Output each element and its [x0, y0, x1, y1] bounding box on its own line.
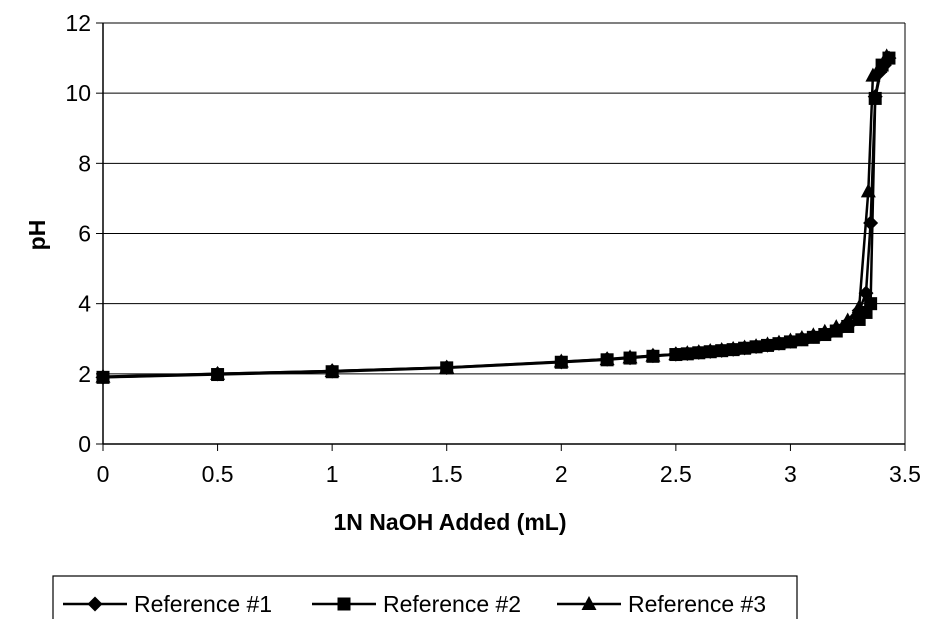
triangle-marker: [771, 334, 787, 349]
x-tick-label: 0: [97, 461, 110, 487]
triangle-marker: [622, 349, 638, 364]
y-tick-label: 6: [78, 221, 91, 247]
y-tick-label: 4: [78, 291, 91, 317]
triangle-marker: [553, 353, 569, 368]
legend-item-3: Reference #3: [557, 591, 766, 617]
x-tick-label: 3.5: [889, 461, 921, 487]
legend-item-2: Reference #2: [312, 591, 521, 617]
triangle-marker: [599, 351, 615, 366]
legend-item-1: Reference #1: [63, 591, 272, 617]
triangle-marker: [817, 323, 833, 338]
y-tick-label: 2: [78, 361, 91, 387]
series-line-3: [102, 55, 888, 378]
triangle-marker: [210, 365, 226, 380]
series-2: [96, 51, 896, 384]
triangle-marker: [95, 368, 111, 383]
x-tick-label: 2.5: [660, 461, 692, 487]
triangle-marker: [805, 327, 821, 342]
legend-box: [52, 575, 798, 619]
x-tick-label: 2: [555, 461, 568, 487]
triangle-marker: [879, 48, 895, 63]
triangle-marker: [782, 332, 798, 347]
legend-label: Reference #2: [383, 591, 521, 617]
legend-label: Reference #1: [134, 591, 272, 617]
triangle-marker: [645, 347, 661, 362]
x-tick-label: 0.5: [202, 461, 234, 487]
x-tick-label: 3: [784, 461, 797, 487]
y-tick-label: 10: [65, 80, 91, 106]
x-tick-label: 1.5: [431, 461, 463, 487]
triangle-marker: [737, 339, 753, 354]
x-tick-labels: 0 0.5 1 1.5 2 2.5 3 3.5: [97, 461, 921, 487]
x-axis-title: 1N NaOH Added (mL): [334, 509, 567, 535]
triangle-marker: [794, 330, 810, 345]
legend: Reference #1 Reference #2 Reference #3: [52, 575, 798, 619]
x-tick-label: 1: [326, 461, 339, 487]
triangle-marker: [324, 363, 340, 378]
triangle-marker: [439, 359, 455, 374]
triangle-marker: [840, 312, 856, 327]
triangle-marker: [691, 344, 707, 359]
y-tick-label: 12: [65, 10, 91, 36]
series-group: [95, 48, 897, 385]
gridlines: [103, 22, 905, 375]
legend-diamond-icon: [87, 596, 103, 612]
triangle-marker: [872, 58, 888, 73]
square-marker: [864, 297, 878, 311]
triangle-marker: [865, 67, 881, 82]
series-line-2: [102, 57, 890, 379]
triangle-marker: [851, 299, 867, 314]
legend-square-icon: [337, 597, 351, 611]
series-line-1: [102, 57, 891, 379]
y-tick-label: 0: [78, 431, 91, 457]
y-tick-labels: 0 2 4 6 8 10 12: [65, 10, 91, 457]
series-1: [95, 50, 897, 385]
triangle-marker: [760, 336, 776, 351]
series-3: [95, 48, 895, 383]
triangle-marker: [828, 319, 844, 334]
triangle-marker: [668, 346, 684, 361]
triangle-marker: [702, 343, 718, 358]
y-axis-title: pH: [24, 220, 50, 251]
triangle-marker: [725, 340, 741, 355]
axes: [96, 22, 906, 451]
triangle-marker: [748, 338, 764, 353]
triangle-marker: [860, 183, 876, 198]
triangle-marker: [679, 345, 695, 360]
y-tick-label: 8: [78, 150, 91, 176]
legend-triangle-icon: [581, 596, 597, 610]
legend-label: Reference #3: [628, 591, 766, 617]
triangle-marker: [714, 341, 730, 356]
